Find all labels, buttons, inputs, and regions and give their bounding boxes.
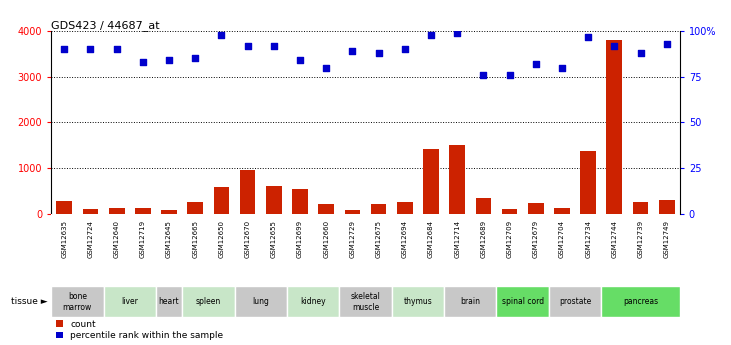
Text: GSM12739: GSM12739: [637, 220, 643, 258]
Bar: [444, 286, 496, 317]
Text: GSM12650: GSM12650: [219, 220, 224, 258]
Point: [189, 56, 201, 61]
Text: GDS423 / 44687_at: GDS423 / 44687_at: [51, 20, 160, 31]
Bar: [344, 210, 360, 214]
Text: GSM12640: GSM12640: [113, 220, 120, 258]
Bar: [240, 170, 256, 214]
Bar: [496, 286, 549, 317]
Point: [85, 47, 96, 52]
Point: [556, 65, 568, 70]
Text: GSM12749: GSM12749: [664, 220, 670, 258]
Text: kidney: kidney: [300, 297, 326, 306]
Text: GSM12665: GSM12665: [192, 220, 198, 258]
Text: GSM12645: GSM12645: [166, 220, 172, 258]
Point: [58, 47, 70, 52]
Text: GSM12635: GSM12635: [61, 220, 67, 258]
Bar: [161, 210, 177, 214]
Text: lung: lung: [252, 297, 269, 306]
Point: [661, 41, 673, 47]
Text: skeletal
muscle: skeletal muscle: [351, 292, 380, 312]
Point: [320, 65, 332, 70]
Point: [583, 34, 594, 39]
Point: [242, 43, 254, 48]
Bar: [104, 286, 156, 317]
Text: GSM12684: GSM12684: [428, 220, 434, 258]
Text: GSM12670: GSM12670: [245, 220, 251, 258]
Point: [216, 32, 227, 38]
Point: [504, 72, 515, 78]
Text: GSM12709: GSM12709: [507, 220, 512, 258]
Bar: [292, 189, 308, 214]
Bar: [83, 209, 98, 214]
Bar: [135, 208, 151, 214]
Text: thymus: thymus: [404, 297, 432, 306]
Bar: [580, 151, 596, 214]
Text: spleen: spleen: [196, 297, 221, 306]
Point: [530, 61, 542, 67]
Bar: [235, 286, 287, 317]
Point: [137, 59, 148, 65]
Bar: [528, 204, 544, 214]
Text: GSM12694: GSM12694: [402, 220, 408, 258]
Bar: [187, 203, 203, 214]
Text: GSM12734: GSM12734: [585, 220, 591, 258]
Bar: [56, 201, 72, 214]
Point: [373, 50, 385, 56]
Bar: [450, 145, 465, 214]
Bar: [554, 208, 570, 214]
Text: GSM12719: GSM12719: [140, 220, 146, 258]
Bar: [213, 187, 230, 214]
Bar: [318, 204, 334, 214]
Point: [477, 72, 489, 78]
Bar: [287, 286, 339, 317]
Bar: [371, 204, 387, 214]
Text: GSM12689: GSM12689: [480, 220, 486, 258]
Bar: [423, 149, 439, 214]
Bar: [156, 286, 182, 317]
Bar: [501, 209, 518, 214]
Legend: count, percentile rank within the sample: count, percentile rank within the sample: [56, 320, 223, 341]
Bar: [182, 286, 235, 317]
Point: [608, 43, 620, 48]
Text: GSM12699: GSM12699: [297, 220, 303, 258]
Text: GSM12729: GSM12729: [349, 220, 355, 258]
Text: tissue ►: tissue ►: [11, 297, 48, 306]
Bar: [397, 201, 412, 214]
Text: heart: heart: [159, 297, 179, 306]
Point: [635, 50, 646, 56]
Point: [425, 32, 437, 38]
Bar: [339, 286, 392, 317]
Text: GSM12724: GSM12724: [88, 220, 94, 258]
Bar: [607, 40, 622, 214]
Point: [111, 47, 123, 52]
Bar: [601, 286, 680, 317]
Bar: [632, 202, 648, 214]
Text: GSM12675: GSM12675: [376, 220, 382, 258]
Text: brain: brain: [461, 297, 480, 306]
Point: [346, 48, 358, 54]
Text: GSM12655: GSM12655: [270, 220, 277, 258]
Text: prostate: prostate: [559, 297, 591, 306]
Text: pancreas: pancreas: [623, 297, 658, 306]
Point: [163, 58, 175, 63]
Bar: [109, 207, 124, 214]
Text: GSM12660: GSM12660: [323, 220, 329, 258]
Point: [268, 43, 280, 48]
Text: spinal cord: spinal cord: [501, 297, 544, 306]
Text: liver: liver: [121, 297, 138, 306]
Bar: [549, 286, 601, 317]
Bar: [475, 198, 491, 214]
Point: [451, 30, 463, 36]
Text: GSM12744: GSM12744: [611, 220, 618, 258]
Bar: [266, 186, 281, 214]
Text: GSM12704: GSM12704: [559, 220, 565, 258]
Text: GSM12714: GSM12714: [454, 220, 461, 258]
Bar: [51, 286, 104, 317]
Text: GSM12679: GSM12679: [533, 220, 539, 258]
Bar: [659, 200, 675, 214]
Point: [294, 58, 306, 63]
Bar: [392, 286, 444, 317]
Point: [399, 47, 411, 52]
Text: bone
marrow: bone marrow: [63, 292, 92, 312]
